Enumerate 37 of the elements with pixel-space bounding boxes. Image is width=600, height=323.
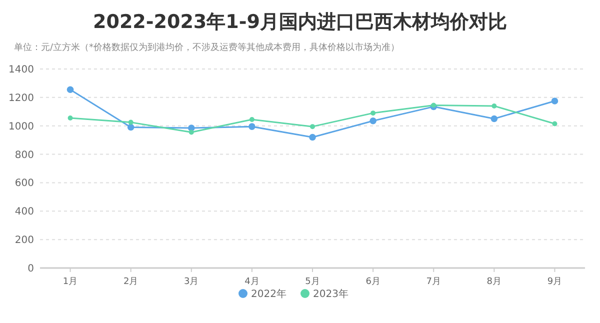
point bbox=[552, 121, 558, 126]
chart-title: 2022-2023年1-9月国内进口巴西木材均价对比 bbox=[93, 11, 507, 33]
y-tick-label: 1200 bbox=[8, 92, 34, 104]
point bbox=[68, 116, 73, 121]
point bbox=[128, 120, 134, 125]
point bbox=[66, 86, 74, 94]
point bbox=[431, 102, 436, 108]
y-tick-label: 600 bbox=[14, 178, 34, 190]
y-tick-label: 800 bbox=[14, 150, 34, 161]
legend-label: 2023年 bbox=[313, 288, 348, 300]
point bbox=[490, 115, 498, 122]
x-tick-label: 8月 bbox=[486, 277, 502, 287]
point bbox=[310, 124, 315, 130]
x-tick-label: 3月 bbox=[184, 277, 199, 287]
point bbox=[188, 130, 194, 135]
point bbox=[492, 103, 497, 108]
point bbox=[249, 116, 254, 122]
point bbox=[370, 110, 376, 116]
point bbox=[370, 117, 376, 124]
y-tick-label: 1000 bbox=[8, 121, 34, 132]
y-tick-label: 0 bbox=[28, 264, 34, 274]
x-tick-label: 2月 bbox=[123, 277, 138, 287]
x-tick-label: 9月 bbox=[547, 277, 562, 287]
x-tick-label: 7月 bbox=[426, 277, 441, 287]
x-tick-label: 5月 bbox=[305, 277, 320, 287]
point bbox=[248, 123, 256, 130]
point bbox=[309, 134, 316, 141]
y-tick-label: 1400 bbox=[8, 64, 34, 76]
x-tick-label: 4月 bbox=[244, 277, 260, 287]
text: 单位：元/立方米（*价格数据仅为到港均价，不涉及运费等其他成本费用，具体价格以市场为准） bbox=[14, 42, 400, 53]
legend-label: 2022年 bbox=[251, 288, 286, 300]
point bbox=[127, 124, 134, 131]
point bbox=[551, 98, 558, 104]
x-tick-label: 1月 bbox=[62, 277, 78, 287]
y-tick-label: 400 bbox=[14, 206, 34, 218]
x-tick-label: 6月 bbox=[366, 277, 380, 287]
y-tick-label: 200 bbox=[14, 235, 34, 246]
